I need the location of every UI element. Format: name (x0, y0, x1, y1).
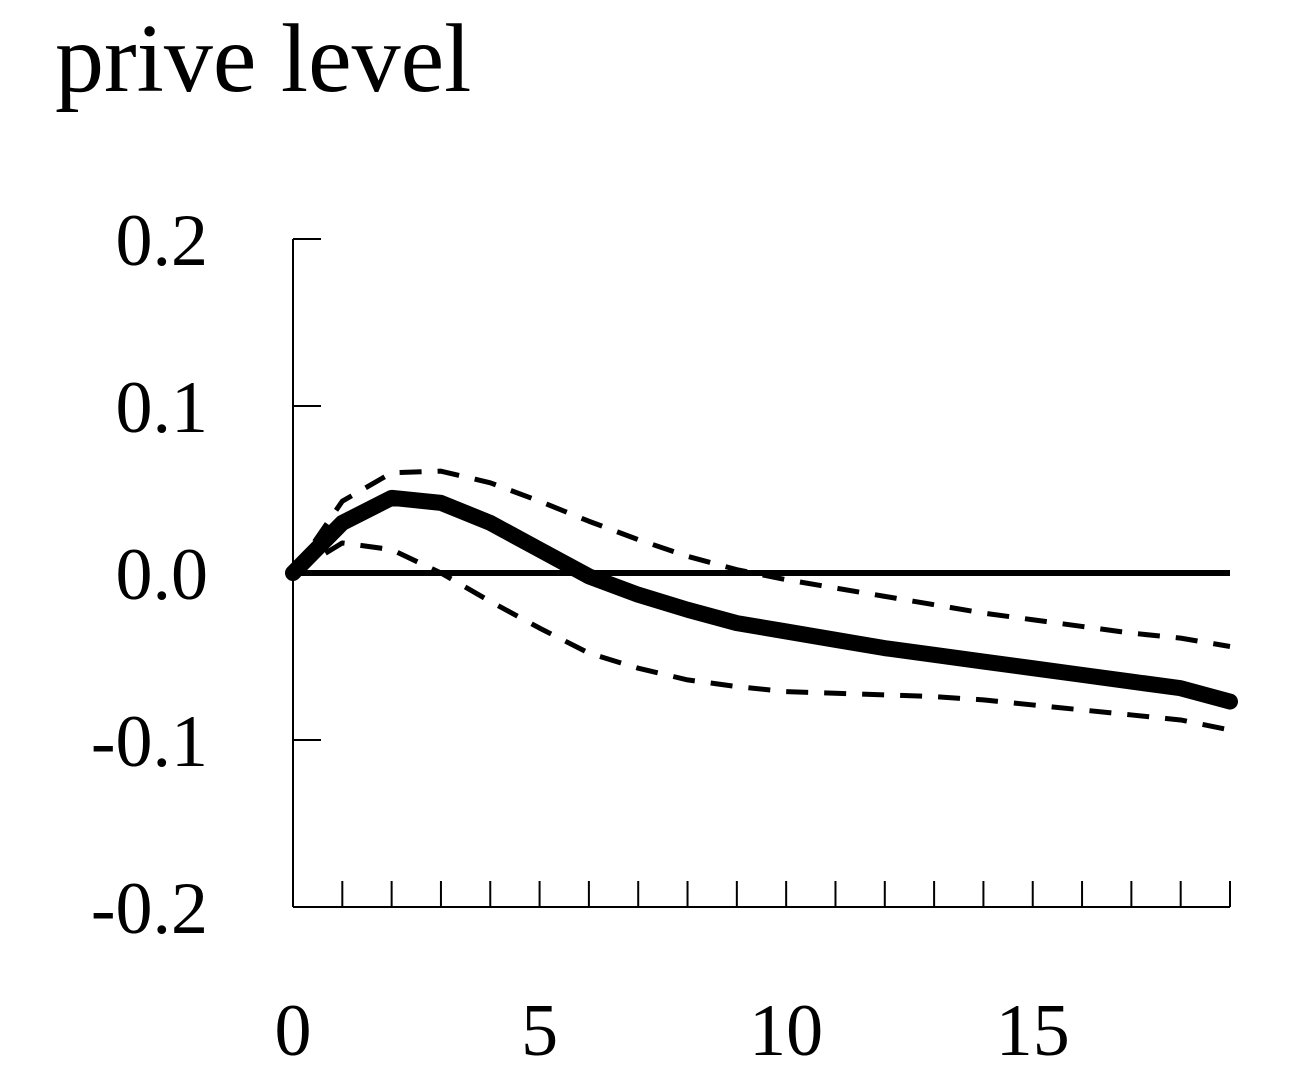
series-line-median (285, 489, 1238, 710)
x-tick-label: 15 (996, 990, 1070, 1072)
tick-labels: -0.2 -0.1 0.0 0.1 0.2 0 5 10 15 (91, 200, 1070, 1072)
chart-title: prive level (55, 5, 472, 113)
axes (292, 238, 1231, 908)
y-tick-label: -0.1 (91, 701, 208, 783)
y-tick-label: 0.2 (116, 200, 209, 282)
series-layer (285, 468, 1238, 733)
x-tick-label: 10 (749, 990, 823, 1072)
series-line-upper-band (290, 468, 1231, 649)
series-line-lower-band (291, 540, 1231, 733)
x-tick-label: 0 (275, 990, 312, 1072)
y-tick-label: -0.2 (91, 868, 208, 950)
y-tick-label: 0.1 (116, 367, 209, 449)
x-tick-label: 5 (521, 990, 558, 1072)
y-tick-label: 0.0 (116, 534, 209, 616)
